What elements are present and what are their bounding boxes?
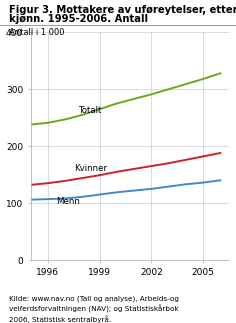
Text: Kvinner: Kvinner [74,164,107,172]
Text: Figur 3. Mottakere av uføreytelser, etter: Figur 3. Mottakere av uføreytelser, ette… [9,5,236,15]
Text: Kilde: www.nav.no (Tall og analyse), Arbeids-og
velferdsforvaltningen (NAV); og : Kilde: www.nav.no (Tall og analyse), Arb… [9,295,179,323]
Text: kjønn. 1995-2006. Antall: kjønn. 1995-2006. Antall [9,14,148,24]
Text: Menn: Menn [57,197,80,206]
Text: Totalt: Totalt [79,106,102,115]
Text: Antall i 1 000: Antall i 1 000 [9,28,65,37]
